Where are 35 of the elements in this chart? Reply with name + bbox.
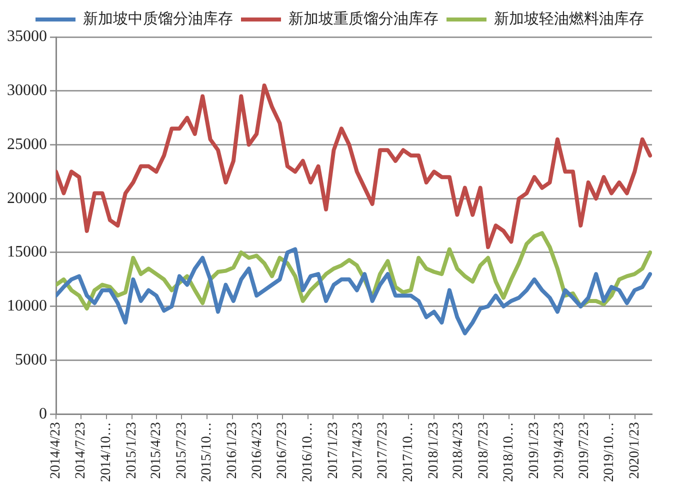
x-tick-label: 2019/4/23 [552,422,567,479]
x-tick-label: 2014/4/23 [48,422,64,479]
y-tick-label: 30000 [7,82,47,100]
x-tick-label: 2015/1/23 [124,422,140,479]
x-tick-label: 2015/4/23 [149,422,164,479]
x-tick-label: 2019/1/23 [527,422,542,479]
x-tick-label: 2017/1/23 [326,422,341,479]
x-tick-label: 2015/7/23 [174,422,190,479]
x-tick-label: 2018/7/23 [476,422,492,479]
y-tick-label: 10000 [7,298,47,315]
y-tick-label: 0 [39,405,47,422]
x-tick-label: 2018/10… [502,422,517,482]
y-tick-label: 35000 [7,28,47,46]
x-tick-label: 2017/7/23 [376,422,391,479]
x-tick-label: 2014/10… [99,422,114,482]
x-tick-label: 2017/10… [401,422,416,482]
x-tick-label: 2018/4/23 [451,422,466,479]
y-tick-label: 25000 [7,136,47,153]
x-tick-label: 2019/7/23 [576,422,592,479]
x-tick-label: 2018/1/23 [426,422,442,479]
x-tick-label: 2019/10… [602,422,618,482]
x-tick-label: 2016/10… [300,422,316,482]
x-tick-label: 2014/7/23 [74,422,89,479]
x-tick-label: 2017/4/23 [350,422,366,479]
y-tick-label: 15000 [7,244,47,261]
x-tick-label: 2016/4/23 [250,422,266,479]
y-tick-label: 20000 [7,190,47,207]
legend-label: 新加坡轻油燃料油库存 [494,10,644,28]
x-tick-label: 2016/1/23 [225,422,240,479]
x-tick-label: 2015/10… [200,422,215,482]
x-tick-label: 2016/7/23 [275,422,290,479]
legend-label: 新加坡中质馏分油库存 [83,10,233,28]
legend-label: 新加坡重质馏分油库存 [288,10,438,28]
x-tick-label: 2020/1/23 [628,422,643,479]
y-tick-label: 5000 [15,351,47,368]
